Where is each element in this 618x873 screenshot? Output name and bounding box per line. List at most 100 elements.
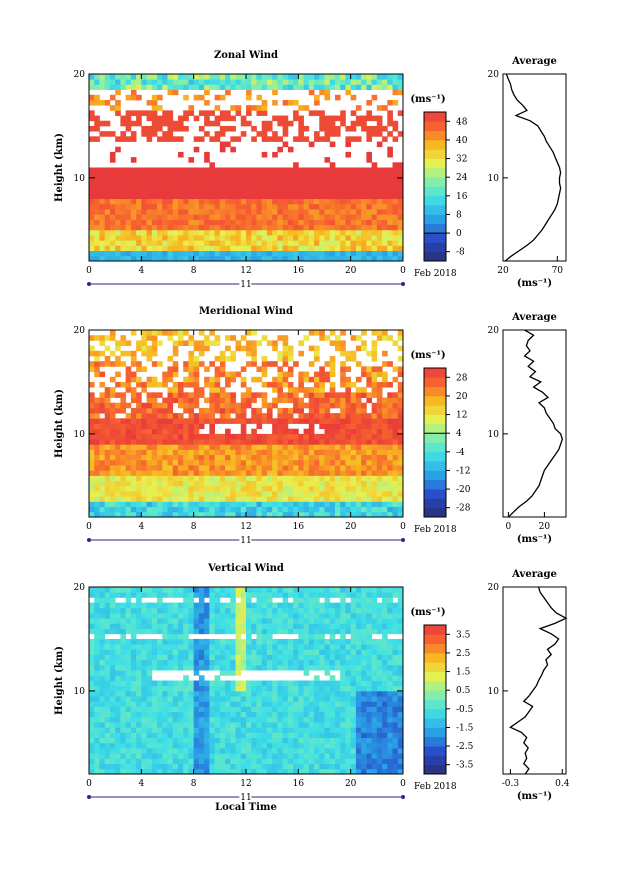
- heatmap-cell: [99, 203, 106, 210]
- heatmap-cell: [115, 485, 121, 492]
- heatmap-cell: [272, 209, 278, 215]
- heatmap-cell: [256, 742, 263, 749]
- heatmap-cell: [366, 748, 372, 754]
- heatmap-cell: [376, 209, 383, 215]
- heatmap-cell: [256, 664, 263, 671]
- heatmap-cell: [151, 649, 158, 655]
- heatmap-cell: [319, 444, 325, 450]
- heatmap-cell: [172, 664, 179, 671]
- heatmap-cell: [136, 475, 142, 482]
- heatmap-cell: [251, 742, 257, 749]
- heatmap-cell: [209, 361, 215, 367]
- heatmap-cell: [198, 193, 205, 200]
- heatmap-cell: [172, 397, 179, 404]
- heatmap-cell: [256, 214, 263, 220]
- heatmap-cell: [125, 732, 132, 739]
- heatmap-cell: [319, 433, 325, 440]
- heatmap-cell: [219, 219, 226, 226]
- heatmap-cell: [334, 418, 341, 424]
- heatmap-cell: [361, 115, 367, 122]
- heatmap-cell: [157, 716, 163, 723]
- heatmap-cell: [136, 701, 142, 707]
- heatmap-cell: [130, 193, 137, 200]
- heatmap-cell: [193, 748, 200, 754]
- heatmap-cell: [198, 491, 205, 497]
- heatmap-cell: [387, 392, 393, 398]
- heatmap-cell: [350, 433, 357, 440]
- heatmap-cell: [109, 330, 116, 336]
- heatmap-cell: [298, 680, 304, 687]
- heatmap-cell: [172, 371, 179, 378]
- heatmap-cell: [157, 496, 163, 502]
- heatmap-cell: [266, 229, 273, 236]
- heatmap-cell: [235, 501, 242, 508]
- heatmap-cell: [293, 706, 299, 713]
- heatmap-cell: [272, 214, 278, 220]
- heatmap-cell: [94, 506, 100, 513]
- heatmap-cell: [251, 355, 257, 362]
- heatmap-cell: [115, 209, 121, 215]
- heatmap-cell: [146, 84, 153, 90]
- heatmap-cell: [146, 638, 153, 645]
- heatmap-cell: [314, 680, 320, 687]
- heatmap-cell: [193, 355, 200, 362]
- heatmap-cell: [371, 387, 378, 393]
- heatmap-cell: [397, 74, 404, 80]
- heatmap-cell: [99, 392, 106, 398]
- heatmap-cell: [397, 696, 404, 702]
- heatmap-cell: [293, 428, 299, 435]
- heatmap-cell: [329, 428, 336, 435]
- heatmap-cell: [382, 470, 388, 476]
- heatmap-cell: [376, 459, 383, 466]
- heatmap-cell: [246, 188, 252, 194]
- heatmap-cell: [94, 454, 100, 461]
- heatmap-cell: [303, 459, 310, 466]
- heatmap-cell: [198, 454, 205, 461]
- heatmap-cell: [314, 74, 320, 80]
- heatmap-cell: [188, 381, 195, 388]
- heatmap-cell: [371, 727, 378, 733]
- heatmap-cell: [277, 136, 284, 142]
- heatmap-cell: [392, 376, 399, 383]
- heatmap-cell: [146, 644, 153, 650]
- heatmap-cell: [198, 224, 205, 231]
- heatmap-cell: [120, 501, 127, 508]
- heatmap-cell: [162, 654, 168, 661]
- heatmap-cell: [266, 753, 273, 759]
- heatmap-cell: [293, 214, 299, 220]
- heatmap-cell: [382, 690, 388, 697]
- heatmap-cell: [230, 183, 236, 189]
- heatmap-cell: [125, 716, 132, 723]
- heatmap-cell: [115, 79, 121, 85]
- heatmap-cell: [272, 361, 278, 367]
- heatmap-cell: [141, 758, 147, 765]
- heatmap-cell: [157, 664, 163, 671]
- heatmap-cell: [329, 209, 336, 215]
- heatmap-cell: [324, 501, 331, 508]
- heatmap-cell: [99, 763, 106, 770]
- profile-y-tick-label: 10: [488, 430, 500, 440]
- heatmap-cell: [157, 690, 163, 697]
- heatmap-cell: [240, 433, 247, 440]
- heatmap-cell: [293, 240, 299, 246]
- heatmap-cell: [397, 742, 404, 749]
- heatmap-cell: [99, 79, 106, 85]
- heatmap-cell: [188, 753, 195, 759]
- heatmap-cell: [193, 628, 200, 635]
- heatmap-cell: [162, 198, 168, 205]
- heatmap-cell: [277, 485, 284, 492]
- heatmap-cell: [193, 423, 200, 430]
- heatmap-cell: [319, 685, 325, 692]
- heatmap-cell: [314, 732, 320, 739]
- heatmap-cell: [371, 366, 378, 372]
- heatmap-cell: [198, 209, 205, 215]
- heatmap-cell: [130, 407, 137, 414]
- heatmap-cell: [188, 696, 195, 702]
- heatmap-cell: [214, 454, 221, 461]
- heatmap-cell: [146, 413, 153, 419]
- heatmap-cell: [136, 706, 142, 713]
- x-tick-label: 12: [240, 266, 251, 276]
- heatmap-cell: [193, 449, 200, 456]
- heatmap-cell: [109, 203, 116, 210]
- heatmap-cell: [162, 459, 168, 466]
